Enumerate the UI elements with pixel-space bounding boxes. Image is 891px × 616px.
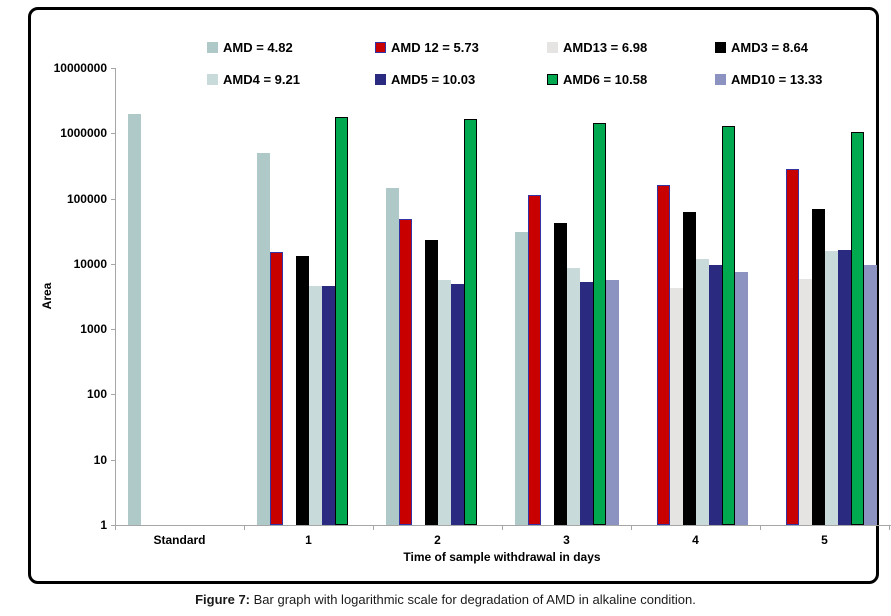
bar-amd4-3 <box>566 268 580 525</box>
bar-amd12-5 <box>785 169 799 525</box>
x-category-label: 1 <box>305 533 312 547</box>
bar-amd3-3 <box>553 223 567 525</box>
y-tick <box>111 525 115 526</box>
y-axis-line <box>115 68 116 526</box>
legend-label: AMD6 = 10.58 <box>563 71 648 87</box>
chart-frame: Area Time of sample withdrawal in days A… <box>28 7 891 584</box>
x-category-label: Standard <box>153 533 206 547</box>
y-tick <box>111 394 115 396</box>
bar-amd5-2 <box>450 283 464 525</box>
y-tick-label: 1000000 <box>60 126 107 141</box>
legend-item-amd13: AMD13 = 6.98 <box>547 39 648 55</box>
legend-swatch-icon <box>547 41 558 53</box>
legend-item-amd4: AMD4 = 9.21 <box>207 71 300 87</box>
legend-swatch-icon <box>375 41 386 53</box>
legend-swatch-icon <box>207 73 218 85</box>
legend-label: AMD 12 = 5.73 <box>391 39 479 55</box>
x-tick <box>889 525 890 530</box>
x-category-label: 2 <box>434 533 441 547</box>
bar-amd3-5 <box>811 208 825 525</box>
bar-amd10-3 <box>605 280 619 525</box>
y-tick-label: 1000 <box>80 322 107 337</box>
y-tick <box>111 263 115 265</box>
x-axis-line <box>115 525 891 526</box>
y-tick <box>111 133 115 135</box>
bar-amd12-1 <box>269 252 283 525</box>
bar-amd12-4 <box>656 185 670 525</box>
x-category-label: 3 <box>563 533 570 547</box>
y-tick <box>111 198 115 200</box>
legend-item-amd3: AMD3 = 8.64 <box>715 39 808 55</box>
legend-label: AMD3 = 8.64 <box>731 39 808 55</box>
bar-amd-standard <box>127 113 141 525</box>
legend-swatch-icon <box>547 73 558 85</box>
bar-amd4-1 <box>308 285 322 525</box>
legend-label: AMD13 = 6.98 <box>563 39 648 55</box>
bar-amd13-5 <box>798 279 812 525</box>
legend-swatch-icon <box>207 41 218 53</box>
legend-label: AMD4 = 9.21 <box>223 71 300 87</box>
bar-amd4-5 <box>824 250 838 525</box>
bar-amd3-2 <box>424 240 438 525</box>
bar-amd10-4 <box>734 272 748 525</box>
legend-item-amd: AMD = 4.82 <box>207 39 293 55</box>
x-category-label: 4 <box>692 533 699 547</box>
bar-amd4-4 <box>695 258 709 525</box>
y-tick-label: 10 <box>93 452 107 467</box>
figure-caption: Figure 7: Bar graph with logarithmic sca… <box>0 592 891 607</box>
figure-caption-text: Bar graph with logarithmic scale for deg… <box>250 592 696 607</box>
x-tick <box>760 525 761 530</box>
bar-amd6-1 <box>334 116 348 525</box>
figure-caption-label: Figure 7: <box>195 592 251 607</box>
legend-label: AMD = 4.82 <box>223 39 293 55</box>
bar-amd12-2 <box>398 219 412 525</box>
x-tick <box>373 525 374 530</box>
bar-amd6-3 <box>592 122 606 525</box>
legend-item-amd12: AMD 12 = 5.73 <box>375 39 479 55</box>
legend-swatch-icon <box>715 73 726 85</box>
bar-amd-1 <box>256 152 270 525</box>
bar-amd4-2 <box>437 280 451 525</box>
y-tick <box>111 459 115 461</box>
x-tick <box>115 525 116 530</box>
x-category-label: 5 <box>821 533 828 547</box>
legend-swatch-icon <box>375 73 386 85</box>
legend-item-amd6: AMD6 = 10.58 <box>547 71 648 87</box>
bar-amd12-3 <box>527 194 541 525</box>
bar-amd6-5 <box>850 131 864 525</box>
bar-amd5-5 <box>837 249 851 525</box>
y-axis-title: Area <box>40 282 54 309</box>
bar-amd5-3 <box>579 281 593 525</box>
bar-amd3-1 <box>295 256 309 525</box>
x-tick <box>244 525 245 530</box>
legend-swatch-icon <box>715 41 726 53</box>
y-tick <box>111 329 115 331</box>
bar-amd5-4 <box>708 265 722 525</box>
bar-amd3-4 <box>682 212 696 525</box>
legend-item-amd5: AMD5 = 10.03 <box>375 71 476 87</box>
legend-label: AMD5 = 10.03 <box>391 71 476 87</box>
bar-amd13-4 <box>669 287 683 525</box>
y-tick-label: 100 <box>86 387 107 402</box>
bar-amd5-1 <box>321 286 335 525</box>
y-tick <box>111 68 115 69</box>
y-tick-label: 100000 <box>66 191 107 206</box>
bar-amd6-4 <box>721 125 735 525</box>
legend-item-amd10: AMD10 = 13.33 <box>715 71 823 87</box>
legend-label: AMD10 = 13.33 <box>731 71 823 87</box>
bar-amd-3 <box>514 231 528 525</box>
bar-amd6-2 <box>463 119 477 525</box>
x-axis-title: Time of sample withdrawal in days <box>403 550 601 564</box>
y-tick-label: 10000 <box>73 256 107 271</box>
y-tick-label: 10000000 <box>53 61 107 75</box>
bar-amd10-5 <box>863 265 877 525</box>
x-tick <box>631 525 632 530</box>
x-tick <box>502 525 503 530</box>
y-tick-label: 1 <box>100 518 107 532</box>
bar-amd-2 <box>385 188 399 525</box>
